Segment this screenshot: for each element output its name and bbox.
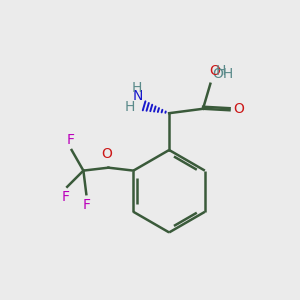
Text: O: O xyxy=(101,147,112,161)
Text: H: H xyxy=(124,100,135,114)
Text: OH: OH xyxy=(212,67,233,81)
Text: H: H xyxy=(132,81,142,94)
Text: H: H xyxy=(216,64,226,78)
Text: F: F xyxy=(82,198,90,212)
Text: O: O xyxy=(209,64,220,78)
Text: N: N xyxy=(132,89,142,103)
Text: O: O xyxy=(233,102,244,116)
Text: F: F xyxy=(62,190,70,204)
Text: F: F xyxy=(66,133,74,147)
